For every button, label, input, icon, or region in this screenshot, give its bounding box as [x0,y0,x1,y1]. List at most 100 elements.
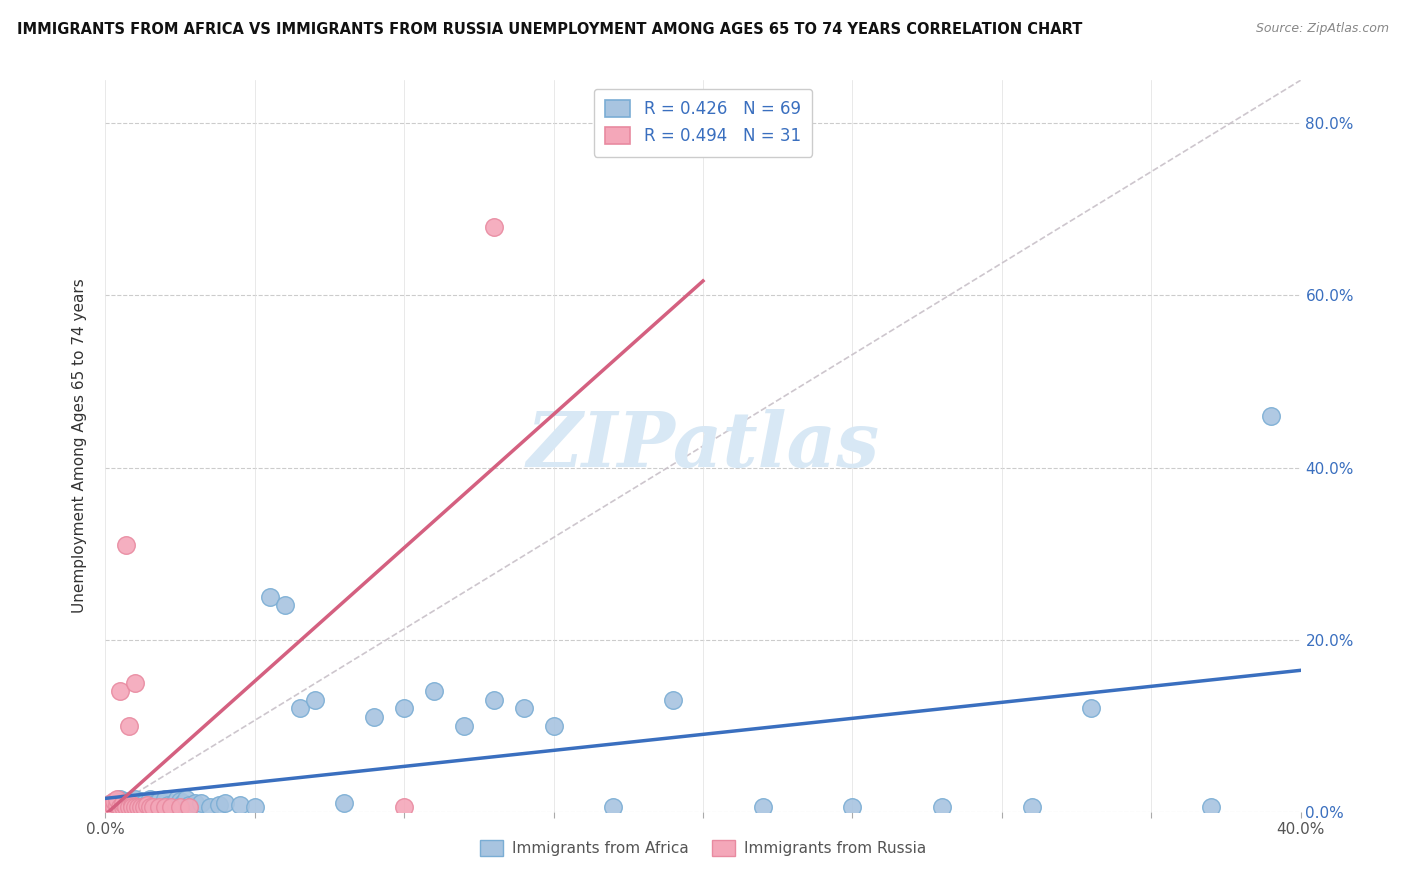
Point [169,794,191,808]
Point [127,796,149,810]
Point [394,800,416,814]
Point [155,800,177,814]
Point [110,796,132,810]
Point [304,693,326,707]
Point [513,701,536,715]
Point [198,800,221,814]
Point [139,792,162,806]
Point [107,797,129,812]
Point [166,792,188,806]
Point [394,701,416,715]
Point [118,800,141,814]
Point [142,797,165,812]
Point [145,796,167,810]
Point [662,693,685,707]
Point [543,719,565,733]
Point [163,796,186,810]
Point [1199,800,1222,814]
Point [103,794,125,808]
Point [110,684,132,698]
Point [288,701,311,715]
Text: IMMIGRANTS FROM AFRICA VS IMMIGRANTS FROM RUSSIA UNEMPLOYMENT AMONG AGES 65 TO 7: IMMIGRANTS FROM AFRICA VS IMMIGRANTS FRO… [17,22,1083,37]
Point [1080,701,1102,715]
Point [134,796,156,810]
Point [174,792,197,806]
Y-axis label: Unemployment Among Ages 65 to 74 years: Unemployment Among Ages 65 to 74 years [72,278,87,614]
Point [121,797,143,812]
Point [273,598,295,612]
Point [115,800,138,814]
Point [139,796,162,810]
Point [423,684,446,698]
Point [148,800,170,814]
Text: Source: ZipAtlas.com: Source: ZipAtlas.com [1256,22,1389,36]
Point [112,796,135,810]
Point [172,796,194,810]
Point [121,800,143,814]
Point [103,800,125,814]
Point [121,796,143,810]
Point [333,796,356,810]
Point [155,792,177,806]
Point [190,796,212,810]
Point [751,800,773,814]
Point [142,800,165,814]
Point [184,796,207,810]
Point [115,800,138,814]
Point [112,800,135,814]
Point [841,800,863,814]
Point [160,800,183,814]
Point [127,800,149,814]
Point [129,800,153,814]
Point [169,800,191,814]
Point [118,794,141,808]
Point [110,800,132,814]
Point [482,219,505,234]
Point [124,794,146,808]
Point [169,797,191,812]
Point [363,710,385,724]
Point [124,792,146,806]
Point [229,797,252,812]
Point [1021,800,1043,814]
Point [124,797,146,812]
Point [134,800,156,814]
Point [112,797,135,812]
Point [136,797,159,812]
Point [139,800,162,814]
Legend: Immigrants from Africa, Immigrants from Russia: Immigrants from Africa, Immigrants from … [474,834,932,863]
Point [157,797,180,812]
Point [208,797,231,812]
Point [103,796,125,810]
Point [139,800,162,814]
Point [148,794,170,808]
Point [100,796,122,810]
Point [134,800,156,814]
Point [482,693,505,707]
Point [177,800,201,814]
Point [214,796,236,810]
Point [118,719,141,733]
Point [129,794,153,808]
Point [931,800,953,814]
Point [107,800,129,814]
Text: ZIPatlas: ZIPatlas [526,409,880,483]
Point [107,792,129,806]
Point [124,800,146,814]
Point [155,796,177,810]
Point [1260,409,1282,423]
Point [129,797,153,812]
Point [160,800,183,814]
Point [115,797,138,812]
Point [127,800,149,814]
Point [136,797,159,812]
Point [115,538,138,552]
Point [121,800,143,814]
Point [177,797,201,812]
Point [124,675,146,690]
Point [602,800,624,814]
Point [97,800,120,814]
Point [110,792,132,806]
Point [243,800,266,814]
Point [112,794,135,808]
